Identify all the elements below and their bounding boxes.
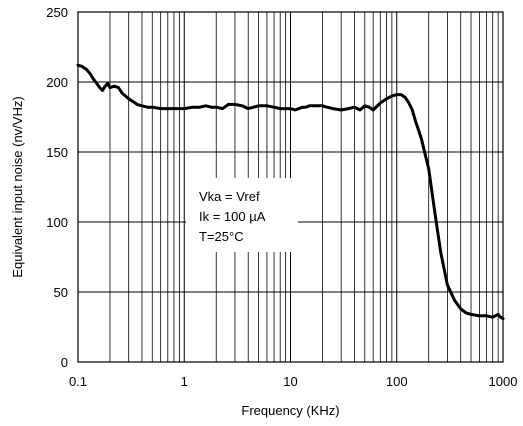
annotation-background [186, 178, 298, 252]
y-tick-labels: 0 50 100 150 200 250 [46, 5, 68, 370]
annotation-line-2: Ik = 100 µA [199, 209, 266, 224]
annotation-box: Vka = Vref Ik = 100 µA T=25°C [186, 178, 298, 252]
annotation-line-3: T=25°C [199, 229, 244, 244]
y-tick-label: 0 [61, 355, 68, 370]
y-tick-label: 150 [46, 145, 68, 160]
y-tick-label: 100 [46, 215, 68, 230]
annotation-line-1: Vka = Vref [199, 189, 260, 204]
y-tick-label: 200 [46, 75, 68, 90]
x-tick-label: 0.1 [69, 374, 87, 389]
x-tick-label: 10 [283, 374, 297, 389]
x-axis-title: Frequency (KHz) [241, 403, 339, 418]
y-tick-label: 50 [54, 285, 68, 300]
x-tick-labels: 0.1 1 10 100 1000 [69, 374, 518, 389]
x-tick-label: 1000 [489, 374, 518, 389]
y-tick-label: 250 [46, 5, 68, 20]
x-tick-label: 1 [181, 374, 188, 389]
x-tick-label: 100 [386, 374, 408, 389]
plot-frame [77, 11, 504, 363]
series-line [76, 63, 505, 321]
y-axis-title: Equivalent input noise (nv/VHz) [10, 96, 25, 277]
